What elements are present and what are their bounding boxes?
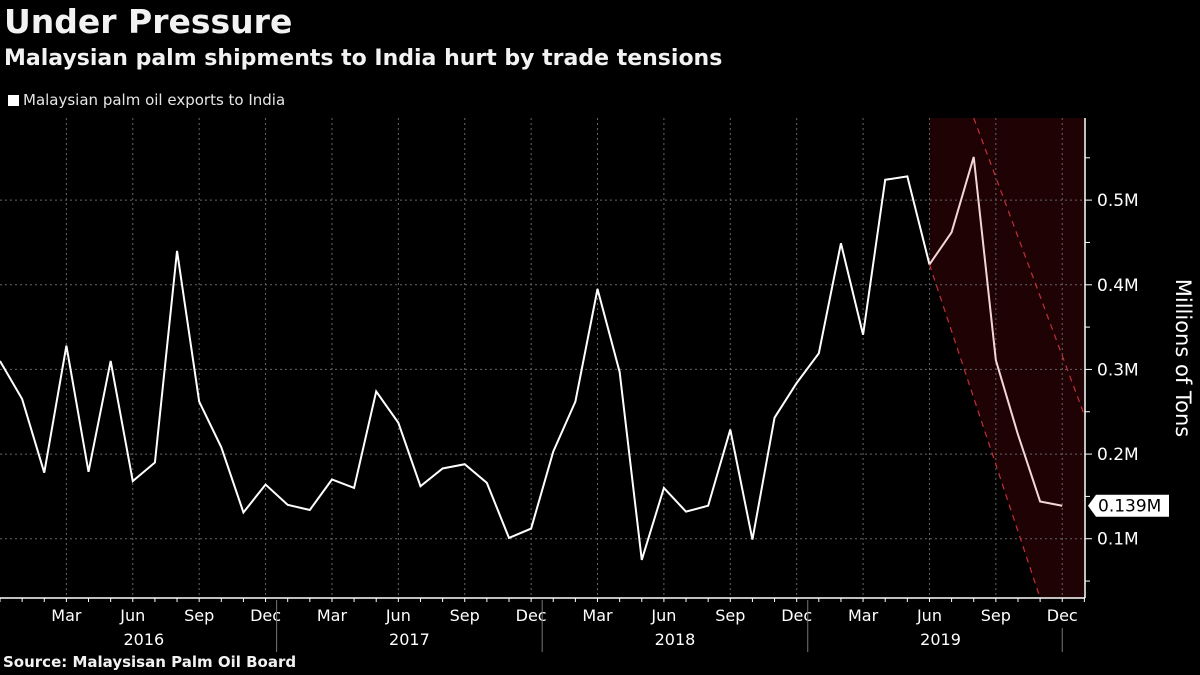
x-tick-label: Dec	[781, 606, 812, 625]
x-tick-label: Mar	[582, 606, 613, 625]
band-upper-line	[973, 117, 1085, 416]
x-tick-label: Dec	[250, 606, 281, 625]
y-tick-label: 0.5M	[1097, 191, 1139, 211]
y-tick-label: 0.4M	[1097, 276, 1139, 296]
x-tick-label: Sep	[981, 606, 1011, 625]
legend-label: Malaysian palm oil exports to India	[23, 91, 286, 109]
x-tick-label: Jun	[650, 606, 676, 625]
x-tick-label: Mar	[848, 606, 879, 625]
year-label: 2017	[389, 630, 430, 649]
x-tick-label: Dec	[1047, 606, 1078, 625]
y-tick-label: 0.2M	[1097, 445, 1139, 465]
legend: Malaysian palm oil exports to India	[8, 91, 285, 109]
x-tick-label: Mar	[51, 606, 82, 625]
source-note: Source: Malaysisan Palm Oil Board	[3, 653, 297, 671]
x-tick-label: Mar	[317, 606, 348, 625]
chart-title: Under Pressure	[4, 2, 293, 41]
x-tick-label: Dec	[516, 606, 547, 625]
x-tick-label: Sep	[715, 606, 745, 625]
x-tick-label: Jun	[119, 606, 145, 625]
band-lower-line	[928, 264, 1041, 599]
year-label: 2019	[920, 630, 961, 649]
legend-swatch	[8, 94, 19, 106]
chart-subtitle: Malaysian palm shipments to India hurt b…	[4, 46, 723, 71]
y-tick-label: 0.1M	[1097, 530, 1139, 550]
y-axis-title: Millions of Tons	[1171, 279, 1195, 438]
downtrend-band	[929, 118, 1085, 598]
last-value-callout	[1088, 494, 1169, 517]
y-tick-label: 0.3M	[1097, 360, 1139, 380]
x-tick-label: Sep	[184, 606, 214, 625]
x-tick-label: Jun	[916, 606, 942, 625]
year-label: 2018	[655, 630, 696, 649]
year-label: 2016	[123, 630, 164, 649]
x-tick-label: Jun	[385, 606, 411, 625]
x-tick-label: Sep	[450, 606, 480, 625]
last-value-label: 0.139M	[1098, 497, 1161, 517]
